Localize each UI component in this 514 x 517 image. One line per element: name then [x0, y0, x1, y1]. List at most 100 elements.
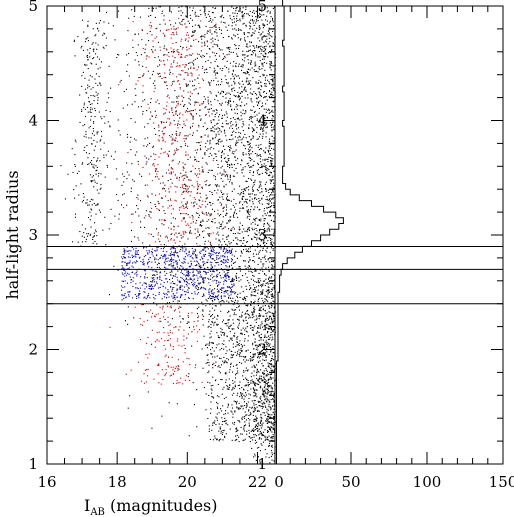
scatter-point-black [254, 418, 256, 420]
scatter-point-black [237, 385, 239, 387]
scatter-point-black [234, 332, 236, 334]
scatter-point-black [258, 315, 260, 317]
scatter-point-black [239, 39, 241, 41]
scatter-point-black [226, 361, 228, 363]
scatter-point-black [204, 134, 206, 136]
scatter-point-red [170, 63, 172, 65]
scatter-point-black [273, 137, 275, 139]
scatter-point-black [269, 261, 271, 263]
scatter-point-black [242, 123, 244, 125]
scatter-point-black [100, 116, 102, 118]
scatter-point-black [266, 20, 268, 22]
scatter-point-black [201, 38, 203, 40]
scatter-point-black [260, 333, 262, 335]
scatter-point-black [240, 111, 242, 113]
scatter-point-black [252, 32, 254, 34]
scatter-point-red [162, 187, 164, 189]
scatter-point-black [259, 14, 261, 16]
scatter-point-black [263, 97, 265, 99]
scatter-point-black [122, 194, 124, 196]
scatter-point-black [263, 396, 265, 398]
scatter-point-black [225, 290, 227, 292]
scatter-point-red [192, 53, 194, 55]
scatter-point-black [83, 236, 85, 238]
scatter-point-black [270, 358, 272, 360]
scatter-point-black [259, 360, 261, 362]
scatter-point-black [247, 68, 249, 70]
scatter-point-black [209, 296, 211, 298]
scatter-point-black [270, 51, 272, 53]
scatter-point-black [96, 189, 98, 191]
scatter-point-red [178, 307, 180, 309]
scatter-point-red [183, 213, 185, 215]
scatter-point-black [216, 159, 218, 161]
scatter-point-black [253, 302, 255, 304]
scatter-point-black [217, 163, 219, 165]
scatter-point-black [268, 140, 270, 142]
scatter-point-red [137, 361, 139, 363]
scatter-point-black [269, 376, 271, 378]
scatter-point-black [157, 65, 159, 67]
scatter-point-black [238, 135, 240, 137]
scatter-point-red [145, 58, 147, 60]
scatter-point-black [265, 313, 267, 315]
scatter-point-black [218, 423, 220, 425]
scatter-point-red [151, 207, 153, 209]
scatter-point-black [270, 367, 272, 369]
scatter-point-black [238, 127, 240, 129]
scatter-point-red [174, 152, 176, 154]
scatter-point-black [203, 79, 205, 81]
scatter-point-black [210, 62, 212, 64]
scatter-point-black [256, 347, 258, 349]
scatter-point-black [269, 363, 271, 365]
scatter-point-black [257, 162, 259, 164]
scatter-point-black [251, 314, 253, 316]
scatter-point-black [213, 131, 215, 133]
scatter-point-black [193, 39, 195, 41]
scatter-point-black [246, 288, 248, 290]
scatter-point-black [192, 285, 194, 287]
scatter-point-black [142, 74, 144, 76]
scatter-point-red [175, 28, 177, 30]
scatter-point-black [242, 17, 244, 19]
scatter-point-black [259, 46, 261, 48]
scatter-point-black [272, 191, 274, 193]
scatter-point-black [230, 208, 232, 210]
scatter-point-black [258, 428, 260, 430]
scatter-point-black [208, 20, 210, 22]
scatter-point-black [180, 45, 182, 47]
scatter-point-red [154, 316, 156, 318]
scatter-point-black [215, 24, 217, 26]
scatter-point-black [217, 44, 219, 46]
scatter-point-red [186, 357, 188, 359]
scatter-point-black [221, 14, 223, 16]
scatter-point-black [187, 74, 189, 76]
scatter-point-black [254, 281, 256, 283]
scatter-point-red [190, 66, 192, 68]
scatter-point-red [162, 305, 164, 307]
scatter-point-black [216, 438, 218, 440]
scatter-point-black [214, 288, 216, 290]
scatter-point-black [116, 178, 118, 180]
scatter-point-red [177, 369, 179, 371]
scatter-point-black [271, 288, 273, 290]
scatter-point-black [233, 153, 235, 155]
scatter-point-black [209, 82, 211, 84]
scatter-point-black [258, 383, 260, 385]
scatter-point-black [250, 42, 252, 44]
scatter-point-black [83, 149, 85, 151]
scatter-point-black [163, 47, 165, 49]
scatter-point-black [229, 325, 231, 327]
scatter-point-black [269, 334, 271, 336]
scatter-point-red [167, 316, 169, 318]
scatter-point-black [222, 91, 224, 93]
scatter-point-black [228, 101, 230, 103]
scatter-point-red [164, 355, 166, 357]
scatter-point-black [256, 198, 258, 200]
scatter-point-black [226, 350, 228, 352]
scatter-point-black [212, 300, 214, 302]
scatter-point-black [267, 246, 269, 248]
scatter-point-black [164, 54, 166, 56]
scatter-point-black [233, 335, 235, 337]
scatter-point-black [268, 290, 270, 292]
